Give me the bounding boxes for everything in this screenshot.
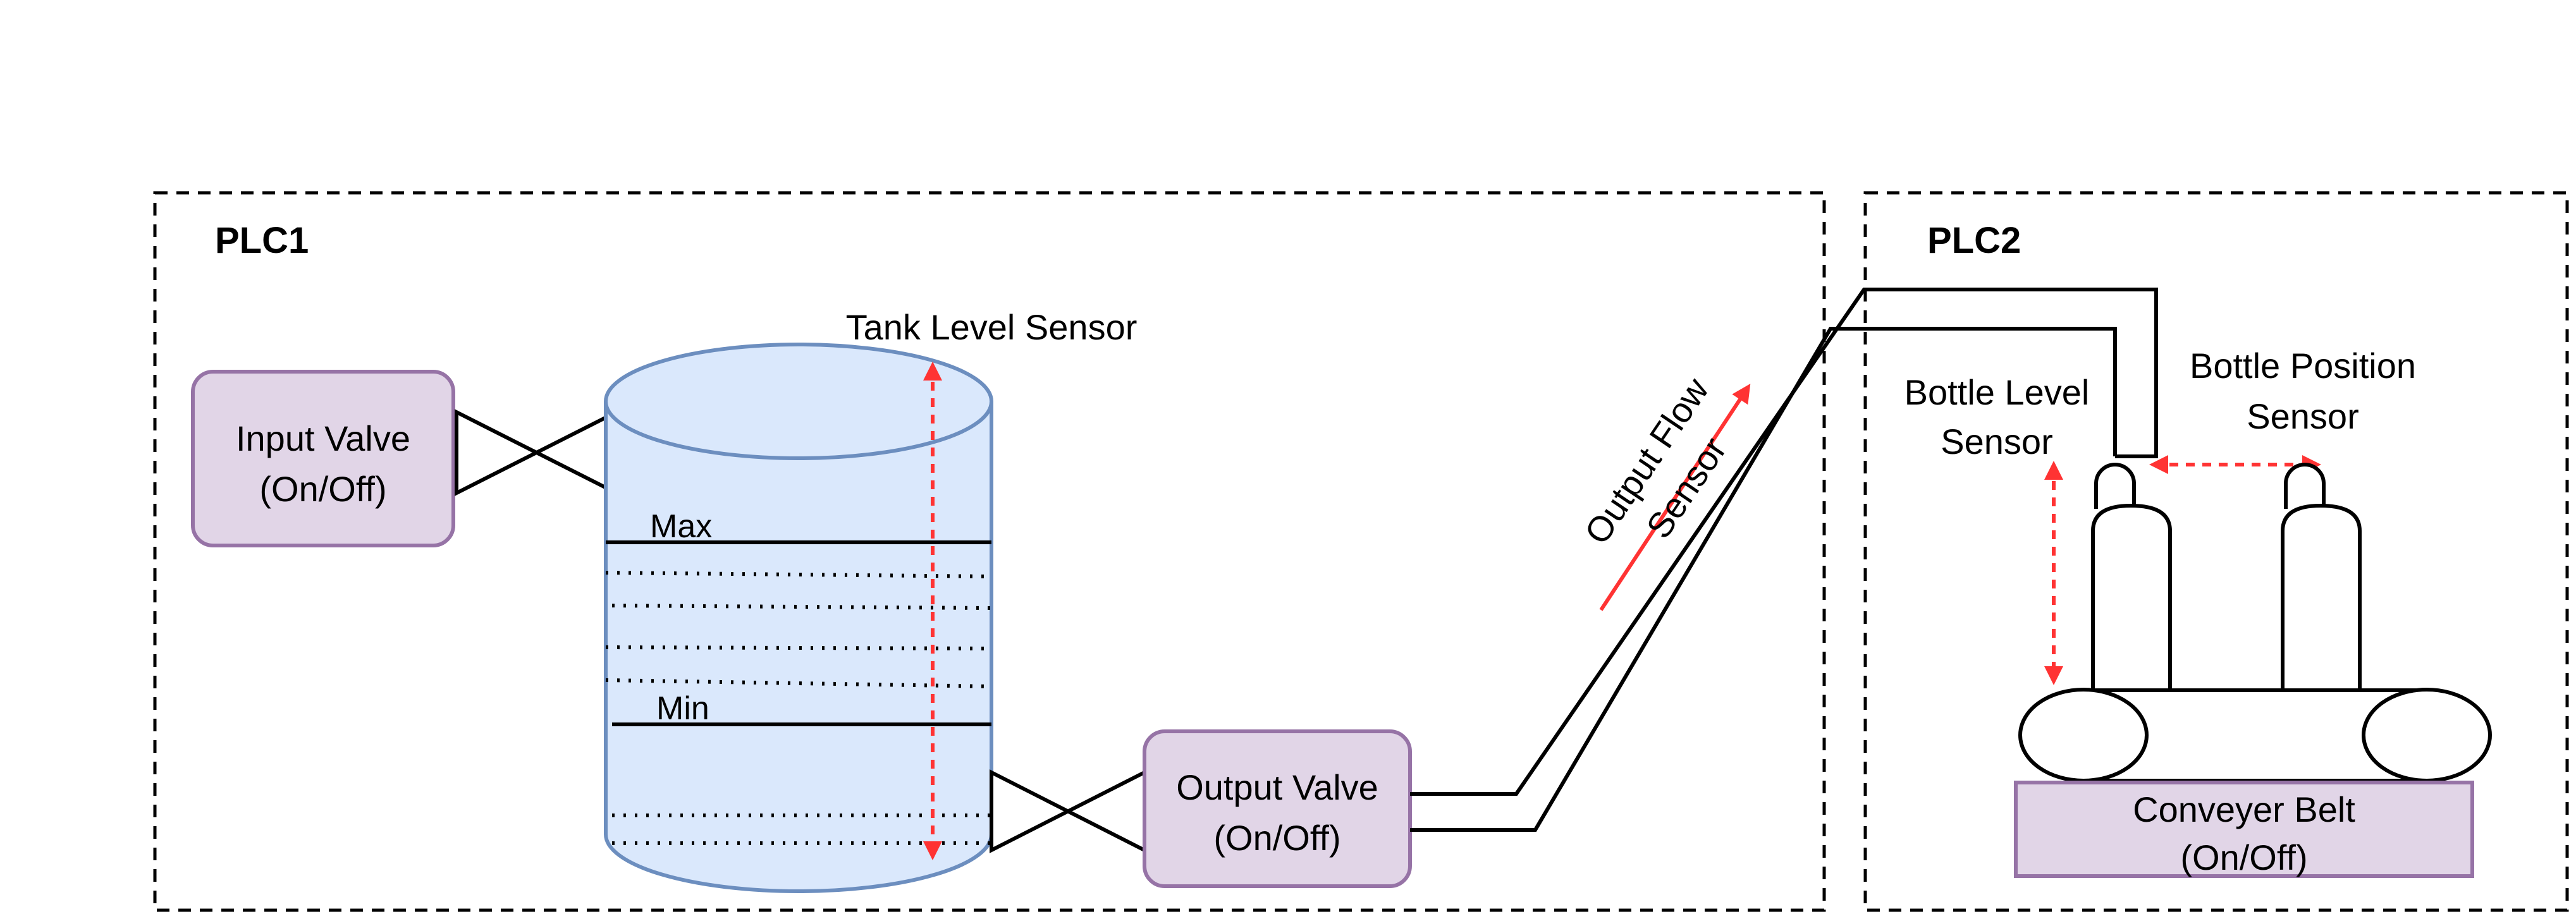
bottle-2 [2281,463,2362,692]
bottle-level-sensor-label-line2: Sensor [1941,422,2052,461]
conveyor-belt-label-line1: Conveyer Belt [2133,789,2355,829]
tank-level-sensor-label: Tank Level Sensor [846,307,1138,347]
output-valve-label-line2: (On/Off) [1213,818,1340,858]
bottle-level-sensor-label-line1: Bottle Level [1904,372,2090,412]
input-valve-symbol [455,409,618,496]
output-valve-symbol [990,769,1146,853]
conveyor-roller-left [2018,688,2149,783]
output-flow-sensor-label: Output Flow Sensor [1576,370,1734,551]
output-valve-label-line1: Output Valve [1176,767,1378,807]
conveyor-roller-right [2362,688,2492,783]
input-valve-label-line1: Input Valve [236,418,410,458]
conveyor [2018,688,2492,783]
max-level-label: Max [650,508,712,545]
plc2-boundary [1863,191,2569,912]
min-level-label: Min [656,690,709,727]
bottle-position-sensor-label-line2: Sensor [2247,396,2358,436]
plc1-title: PLC1 [215,220,309,261]
bottle-position-sensor-label-line1: Bottle Position [2190,346,2416,386]
output-valve-box: Output Valve (On/Off) [1143,729,1412,888]
input-valve-box: Input Valve (On/Off) [191,370,455,547]
conveyor-belt-label-line2: (On/Off) [2180,838,2307,877]
tank [604,343,993,893]
input-valve-label-line2: (On/Off) [259,469,386,509]
conveyor-belt-box: Conveyer Belt (On/Off) [2014,781,2474,878]
plc2-title: PLC2 [1927,220,2021,261]
output-flow-sensor-arrow [1599,383,1751,611]
plc1-boundary [153,191,1826,912]
bottle-1 [2091,463,2172,692]
